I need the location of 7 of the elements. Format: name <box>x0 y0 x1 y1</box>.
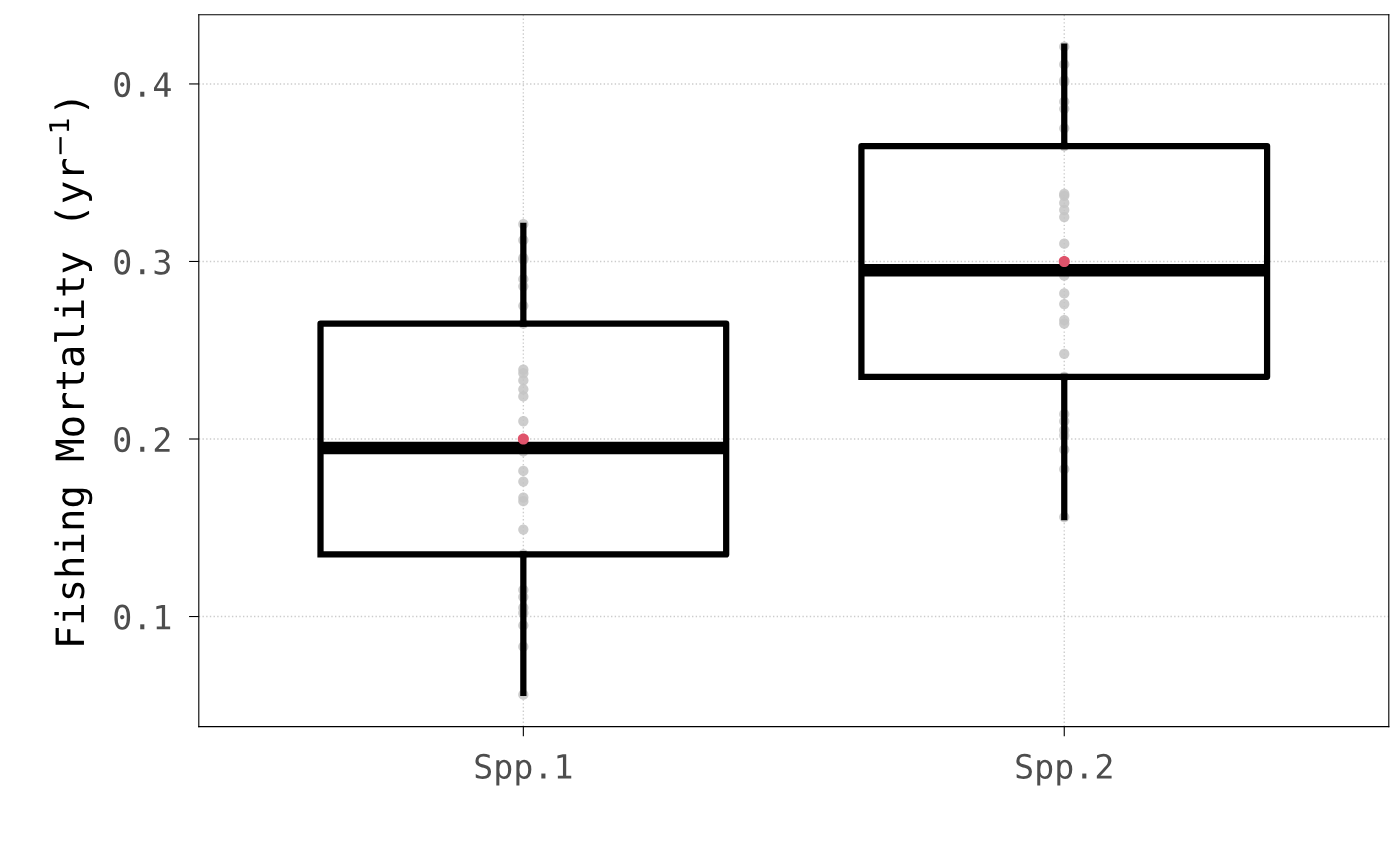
y-tick-label: 0.3 <box>114 249 170 275</box>
x-tick-label: Spp.2 <box>1016 753 1112 786</box>
y-tick-label: 0.2 <box>114 427 170 453</box>
y-tick-label: 0.4 <box>114 71 171 98</box>
y-axis-title: Fishing Mortality (yr$^{−1}$) <box>49 100 93 645</box>
x-tick-label: Spp.1 <box>475 753 572 786</box>
y-tick-label: 0.1 <box>114 604 171 630</box>
